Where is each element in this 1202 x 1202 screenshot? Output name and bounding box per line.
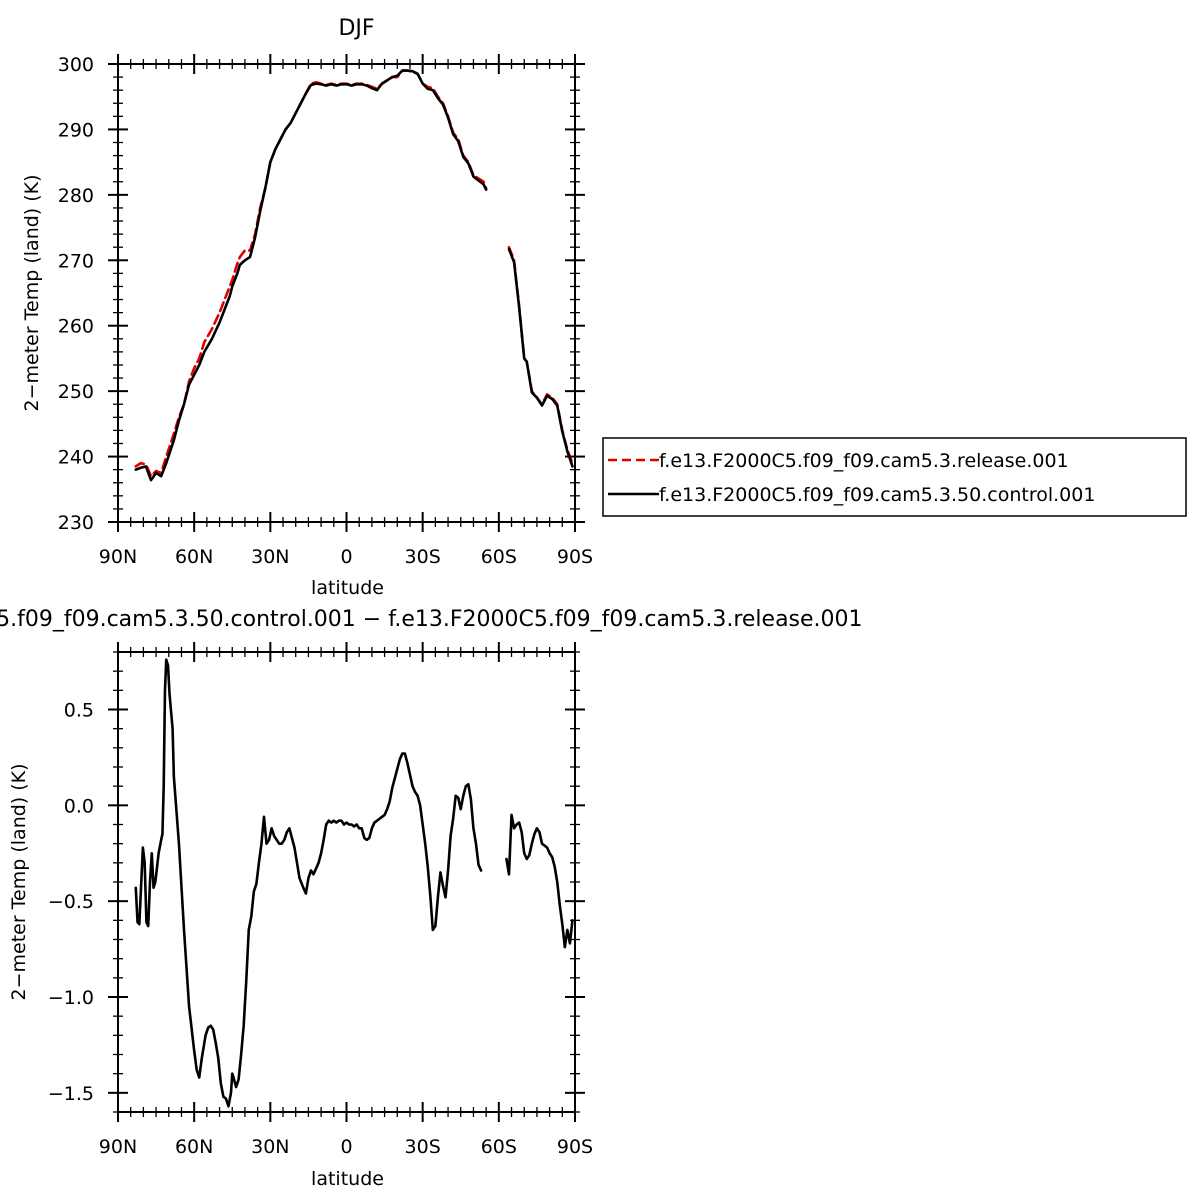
chart-bottom: f.e13.F2000C5.f09_f09.cam5.3.50.control.… (0, 607, 863, 1190)
y-tick-label: 0.0 (64, 795, 94, 817)
y-tick-label: −0.5 (48, 891, 94, 913)
x-tick-label: 0 (340, 546, 352, 568)
x-tick-label: 30N (251, 546, 289, 568)
x-tick-label: 60N (175, 546, 213, 568)
y-axis-label: 2−meter Temp (land) (K) (21, 174, 43, 411)
y-tick-label: 260 (58, 316, 94, 338)
series-line-0-segment-0 (134, 658, 483, 1108)
y-tick-label: −1.0 (48, 987, 94, 1009)
x-tick-label: 90S (557, 546, 593, 568)
x-axis-label: latitude (311, 1168, 384, 1190)
chart-title: DJF (338, 16, 374, 41)
x-tick-label: 60S (481, 1136, 517, 1158)
y-tick-label: −1.5 (48, 1083, 94, 1105)
series-line-1-segment-0 (134, 69, 488, 482)
y-tick-label: 0.5 (64, 700, 94, 722)
legend-entry-0: f.e13.F2000C5.f09_f09.cam5.3.release.001 (659, 450, 1069, 472)
y-tick-label: 300 (58, 54, 94, 76)
y-tick-label: 270 (58, 250, 94, 272)
x-axis-label: latitude (311, 577, 384, 599)
x-tick-label: 30N (251, 1136, 289, 1158)
x-tick-label: 30S (405, 1136, 441, 1158)
y-tick-label: 230 (58, 512, 94, 534)
legend: f.e13.F2000C5.f09_f09.cam5.3.release.001… (602, 437, 1187, 517)
plot-frame (117, 63, 576, 523)
x-tick-label: 0 (340, 1136, 352, 1158)
x-tick-label: 60N (175, 1136, 213, 1158)
legend-box (602, 437, 1187, 517)
x-tick-label: 90N (99, 546, 137, 568)
y-tick-label: 240 (58, 447, 94, 469)
chart-top: DJF 90N 60N 30N 0 30S 60S 90S 230 240 250 260 270 280… (21, 16, 593, 599)
y-axis-label: 2−meter Temp (land) (K) (8, 763, 30, 1000)
legend-entry-1: f.e13.F2000C5.f09_f09.cam5.3.50.control.… (659, 484, 1095, 506)
plot-frame (117, 651, 576, 1113)
y-tick-label: 250 (58, 381, 94, 403)
series-line-0-segment-0 (134, 69, 488, 478)
x-tick-label: 60S (481, 546, 517, 568)
y-tick-label: 290 (58, 119, 94, 141)
x-tick-label: 90N (99, 1136, 137, 1158)
series-line-1-segment-1 (507, 247, 574, 468)
series-line-0-segment-1 (505, 813, 574, 949)
chart-title: f.e13.F2000C5.f09_f09.cam5.3.50.control.… (0, 607, 863, 632)
y-tick-label: 280 (58, 185, 94, 207)
x-tick-label: 90S (557, 1136, 593, 1158)
x-tick-label: 30S (405, 546, 441, 568)
